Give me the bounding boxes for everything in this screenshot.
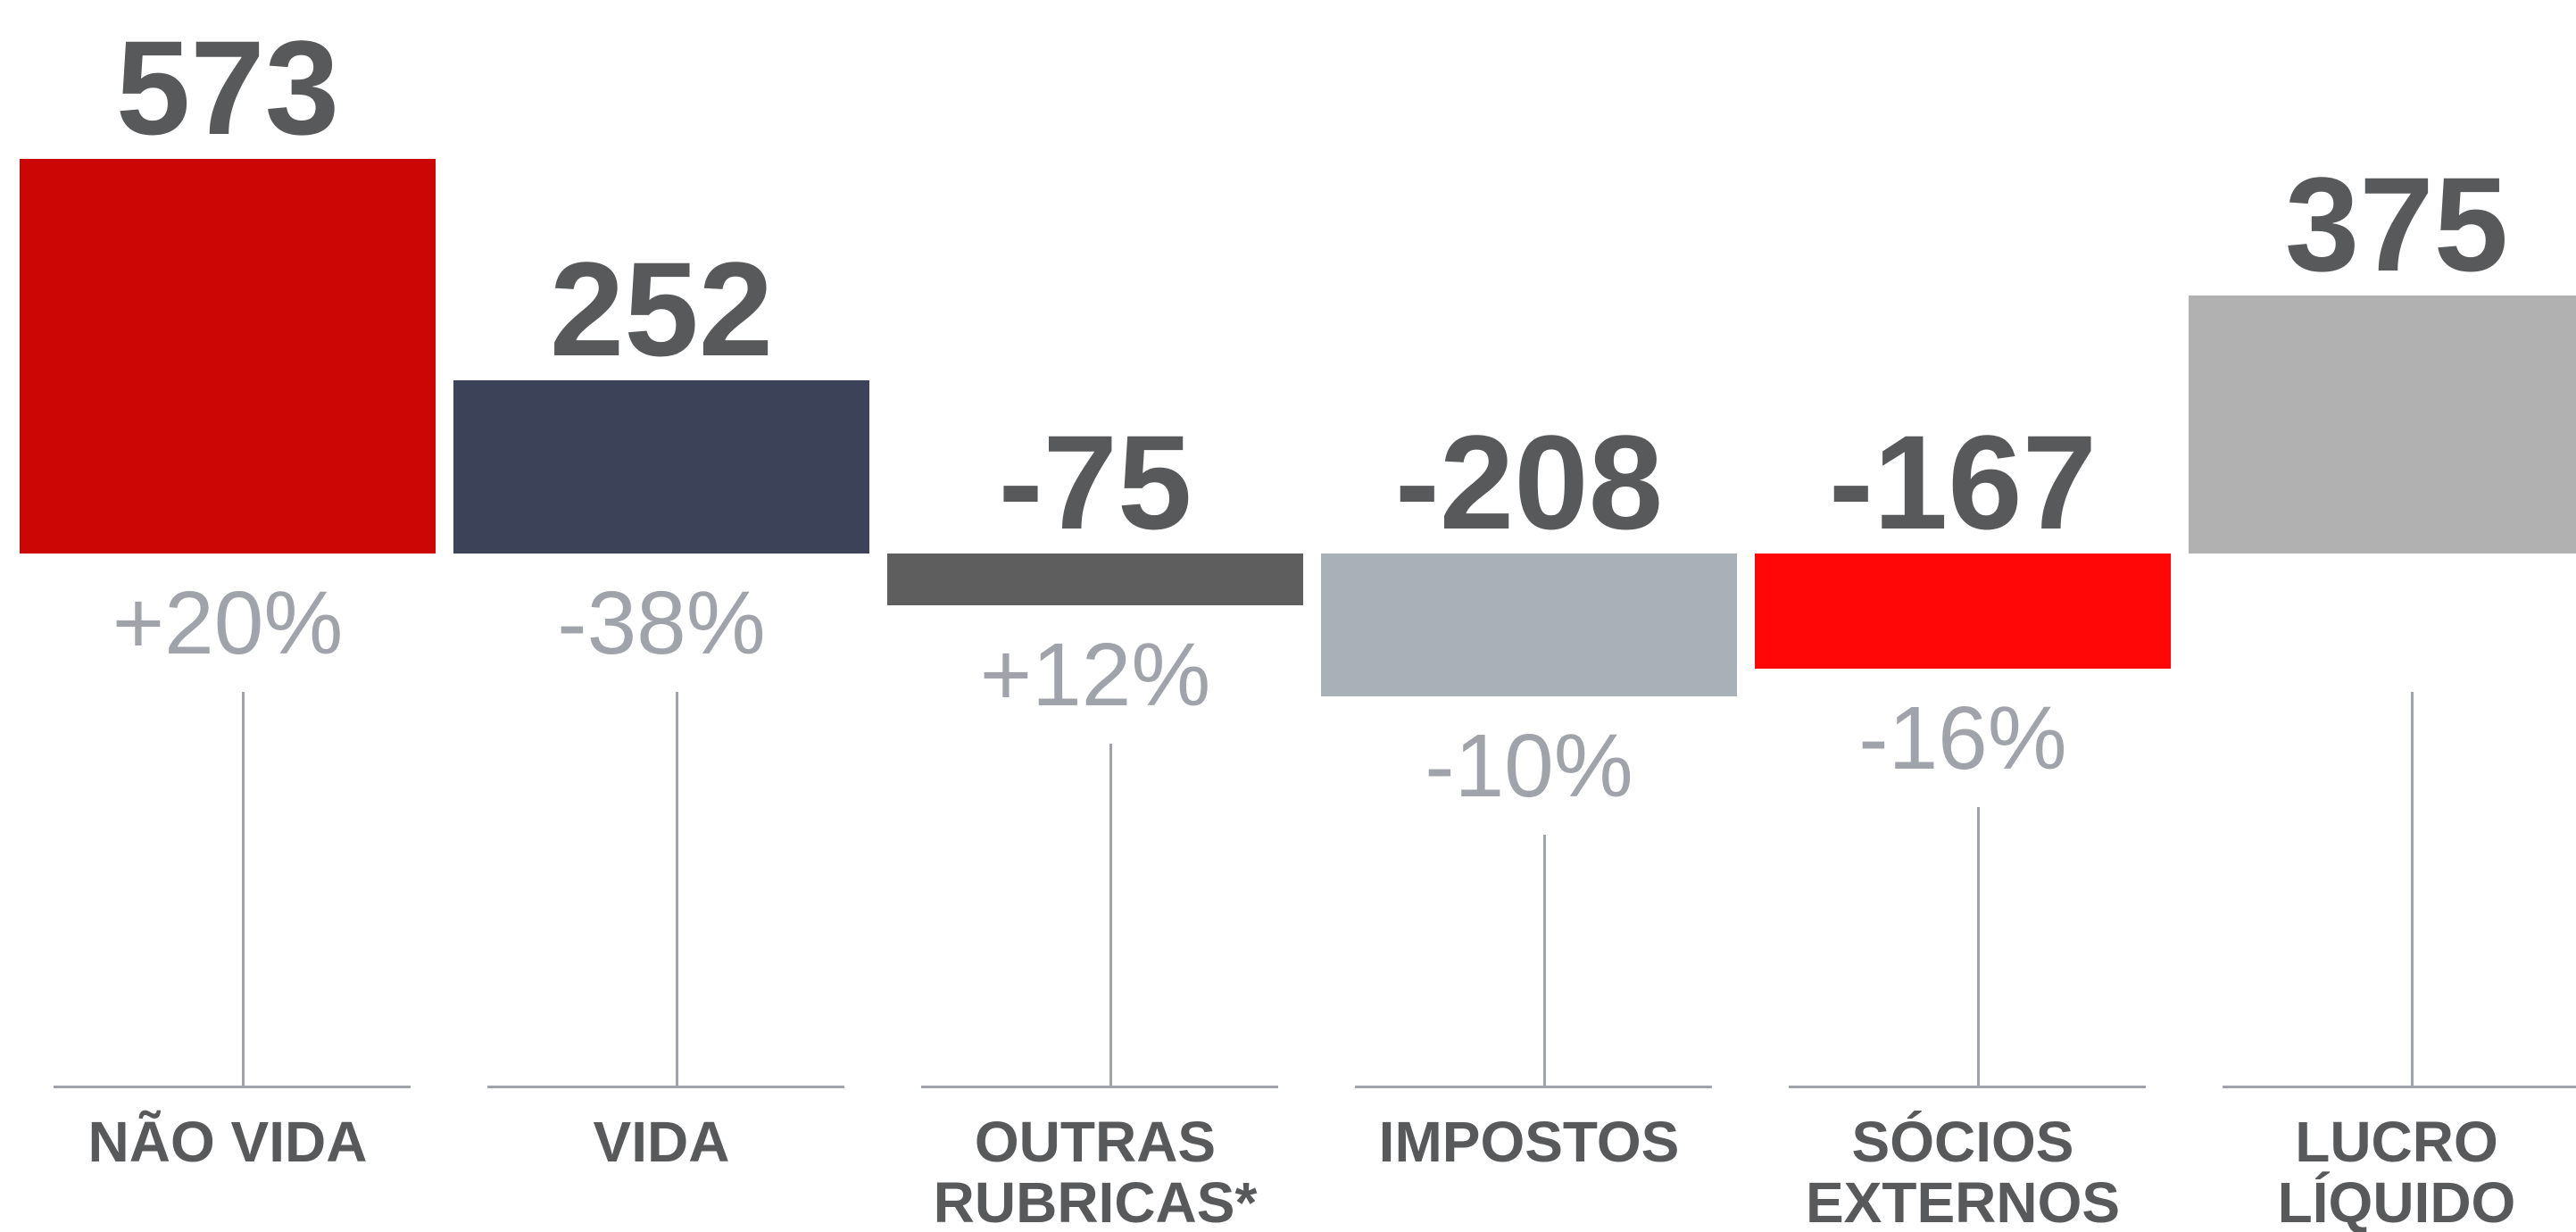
value-label: -75 bbox=[998, 407, 1192, 557]
axis-line bbox=[2223, 1086, 2576, 1088]
value-label: -167 bbox=[1828, 407, 2098, 557]
value-label: 375 bbox=[2284, 148, 2509, 299]
leader-line bbox=[2411, 692, 2414, 1086]
value-label: -208 bbox=[1394, 407, 1664, 557]
leader-line bbox=[1543, 835, 1546, 1086]
x-tick-label: OUTRAS RUBRICAS* bbox=[933, 1110, 1258, 1232]
axis-line bbox=[54, 1086, 411, 1088]
x-tick-label: VIDA bbox=[593, 1110, 730, 1174]
leader-line bbox=[676, 692, 678, 1086]
value-label: 573 bbox=[115, 12, 340, 163]
leader-line bbox=[242, 692, 245, 1086]
x-tick-label: LUCRO LÍQUIDO bbox=[2277, 1110, 2516, 1232]
change-label: +20% bbox=[112, 573, 344, 673]
change-label: -10% bbox=[1425, 716, 1633, 817]
bar bbox=[887, 554, 1303, 605]
bar bbox=[20, 159, 436, 554]
change-label: -16% bbox=[1858, 687, 2067, 788]
change-label: +12% bbox=[979, 624, 1211, 725]
x-tick-label: SÓCIOS EXTERNOS bbox=[1805, 1110, 2121, 1232]
bar bbox=[1755, 554, 2171, 669]
bar bbox=[2189, 295, 2576, 554]
x-tick-label: IMPOSTOS bbox=[1378, 1110, 1680, 1174]
leader-line bbox=[1977, 806, 1980, 1086]
axis-line bbox=[921, 1086, 1278, 1088]
axis-line bbox=[1789, 1086, 2146, 1088]
x-tick-label: NÃO VIDA bbox=[87, 1110, 368, 1174]
value-label: 252 bbox=[549, 233, 774, 384]
bar bbox=[1321, 554, 1737, 697]
leader-line bbox=[1109, 743, 1112, 1086]
axis-line bbox=[1355, 1086, 1712, 1088]
axis-line bbox=[487, 1086, 844, 1088]
change-label: -38% bbox=[557, 573, 766, 673]
bar bbox=[453, 379, 869, 554]
